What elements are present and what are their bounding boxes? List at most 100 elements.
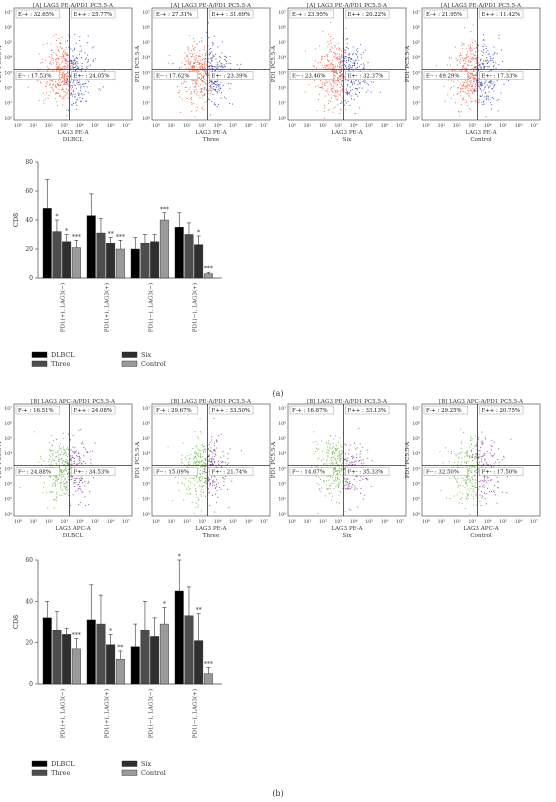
flow-event (181, 454, 183, 456)
flow-event (469, 62, 471, 63)
flow-xlabel: LAG3 PE-A (331, 526, 363, 532)
flow-event (311, 466, 312, 468)
flow-event (345, 49, 347, 51)
flow-event (345, 56, 347, 58)
flow-event (503, 457, 505, 459)
flow-event (465, 80, 466, 82)
flow-event (334, 79, 336, 81)
flow-event (463, 43, 465, 45)
flow-event (76, 68, 78, 70)
flow-event (189, 64, 191, 66)
flow-event (184, 87, 186, 88)
flow-event (471, 47, 473, 49)
flow-event (345, 88, 347, 90)
flow-event (475, 445, 476, 447)
flow-event (66, 482, 68, 484)
flow-event (70, 449, 72, 451)
flow-event (470, 50, 472, 52)
flow-event (320, 466, 322, 468)
flow-ytick: 10¹ (142, 497, 150, 503)
flow-event (73, 481, 75, 483)
quadrant-label: F-- : 24.88% (18, 470, 51, 476)
flow-event (198, 498, 200, 500)
flow-event (198, 85, 200, 87)
flow-event (347, 487, 349, 489)
flow-event (480, 456, 482, 458)
flow-event (488, 491, 490, 493)
quadrant-label: F+- : 17.50% (481, 470, 517, 476)
flow-event (471, 49, 473, 51)
flow-event (340, 93, 342, 95)
flow-event (191, 66, 193, 68)
flow-event (207, 45, 209, 47)
flow-event (78, 93, 80, 95)
significance-mark: * (55, 214, 58, 221)
flow-event (73, 451, 75, 452)
flow-event (203, 468, 205, 470)
flow-event (215, 493, 216, 495)
flow-event (336, 48, 337, 50)
flow-event (337, 476, 339, 478)
flow-event (213, 449, 215, 451)
flow-event (177, 92, 179, 93)
flow-event (67, 81, 69, 83)
flow-event (202, 57, 204, 59)
quadrant-box (289, 9, 334, 19)
flow-event (498, 99, 500, 101)
flow-event (466, 93, 468, 95)
flow-event (356, 488, 358, 490)
flow-event (198, 437, 200, 439)
flow-event (491, 479, 493, 481)
flow-event (40, 455, 41, 457)
flow-event (468, 47, 470, 49)
flow-event (359, 83, 361, 85)
flow-ytick: 10² (278, 86, 286, 92)
flow-event (192, 53, 193, 55)
flow-event (496, 476, 498, 478)
flow-event (59, 453, 61, 455)
flow-ytick: 10⁶ (142, 25, 150, 31)
flow-event (79, 53, 80, 55)
flow-event (220, 81, 222, 83)
flow-event (203, 485, 205, 487)
flow-event (50, 463, 52, 465)
flow-event (470, 77, 472, 79)
flow-event (473, 68, 475, 70)
flow-xtick: 10¹ (168, 519, 176, 525)
flow-event (61, 462, 63, 464)
flow-event (446, 497, 447, 499)
quadrant-label: E-- : 17.53% (18, 74, 51, 80)
flow-event (67, 72, 69, 74)
flow-event (465, 483, 467, 485)
flow-event (466, 450, 468, 452)
flow-event (484, 477, 486, 479)
flow-event (199, 77, 200, 79)
flow-frame (13, 403, 133, 517)
flow-event (348, 57, 350, 59)
flow-event (315, 447, 317, 449)
flow-event (458, 484, 460, 486)
flow-event (80, 90, 82, 92)
flow-xtick: 10⁰ (14, 519, 22, 525)
flow-event (190, 454, 192, 456)
flow-event (496, 80, 498, 82)
flow-event (47, 460, 49, 462)
flow-event (367, 62, 369, 64)
flow-event (475, 472, 477, 474)
bar (150, 636, 160, 685)
flow-event (338, 483, 340, 485)
flow-event (489, 60, 491, 62)
flow-event (215, 84, 217, 86)
flow-event (340, 63, 342, 65)
significance-mark: ** (117, 644, 123, 651)
flow-event (43, 486, 45, 488)
flow-event (71, 64, 73, 66)
flow-event (317, 443, 319, 445)
flow-event (77, 456, 79, 458)
flow-event (465, 86, 467, 88)
flow-ytick: 10² (412, 482, 420, 488)
flow-event (508, 80, 509, 82)
flow-event (473, 498, 474, 500)
flow-event (188, 461, 190, 463)
